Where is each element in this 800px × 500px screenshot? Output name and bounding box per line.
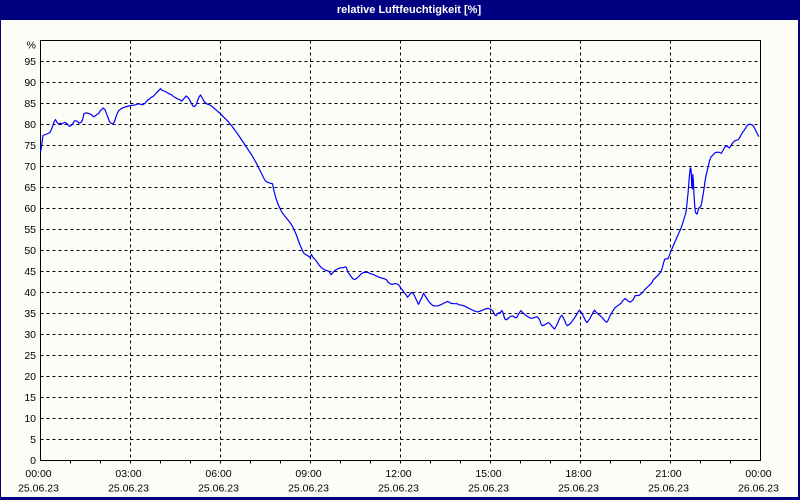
svg-text:06:00: 06:00: [205, 468, 231, 480]
svg-text:%: %: [27, 40, 36, 52]
svg-text:85: 85: [24, 98, 36, 110]
svg-text:15:00: 15:00: [475, 468, 501, 480]
svg-text:25.06.23: 25.06.23: [288, 483, 329, 495]
svg-text:25.06.23: 25.06.23: [468, 483, 509, 495]
svg-text:18:00: 18:00: [565, 468, 591, 480]
svg-text:00:00: 00:00: [745, 468, 771, 480]
svg-text:25.06.23: 25.06.23: [378, 483, 419, 495]
svg-text:26.06.23: 26.06.23: [738, 483, 779, 495]
svg-text:25.06.23: 25.06.23: [198, 483, 239, 495]
svg-text:65: 65: [24, 182, 36, 194]
svg-text:12:00: 12:00: [385, 468, 411, 480]
svg-text:90: 90: [24, 77, 36, 89]
svg-text:25.06.23: 25.06.23: [558, 483, 599, 495]
svg-text:21:00: 21:00: [655, 468, 681, 480]
svg-text:40: 40: [24, 287, 36, 299]
svg-text:45: 45: [24, 266, 36, 278]
svg-text:60: 60: [24, 203, 36, 215]
svg-text:55: 55: [24, 224, 36, 236]
svg-text:20: 20: [24, 371, 36, 383]
svg-text:5: 5: [30, 434, 36, 446]
svg-text:15: 15: [24, 392, 36, 404]
svg-text:09:00: 09:00: [295, 468, 321, 480]
svg-text:03:00: 03:00: [115, 468, 141, 480]
svg-text:70: 70: [24, 161, 36, 173]
svg-text:25.06.23: 25.06.23: [648, 483, 689, 495]
svg-text:35: 35: [24, 308, 36, 320]
svg-text:75: 75: [24, 140, 36, 152]
svg-text:80: 80: [24, 119, 36, 131]
svg-text:30: 30: [24, 329, 36, 341]
svg-text:95: 95: [24, 56, 36, 68]
svg-text:25.06.23: 25.06.23: [18, 483, 59, 495]
svg-text:25.06.23: 25.06.23: [108, 483, 149, 495]
svg-text:10: 10: [24, 413, 36, 425]
svg-text:0: 0: [30, 455, 36, 467]
svg-text:00:00: 00:00: [25, 468, 51, 480]
svg-text:25: 25: [24, 350, 36, 362]
svg-text:50: 50: [24, 245, 36, 257]
